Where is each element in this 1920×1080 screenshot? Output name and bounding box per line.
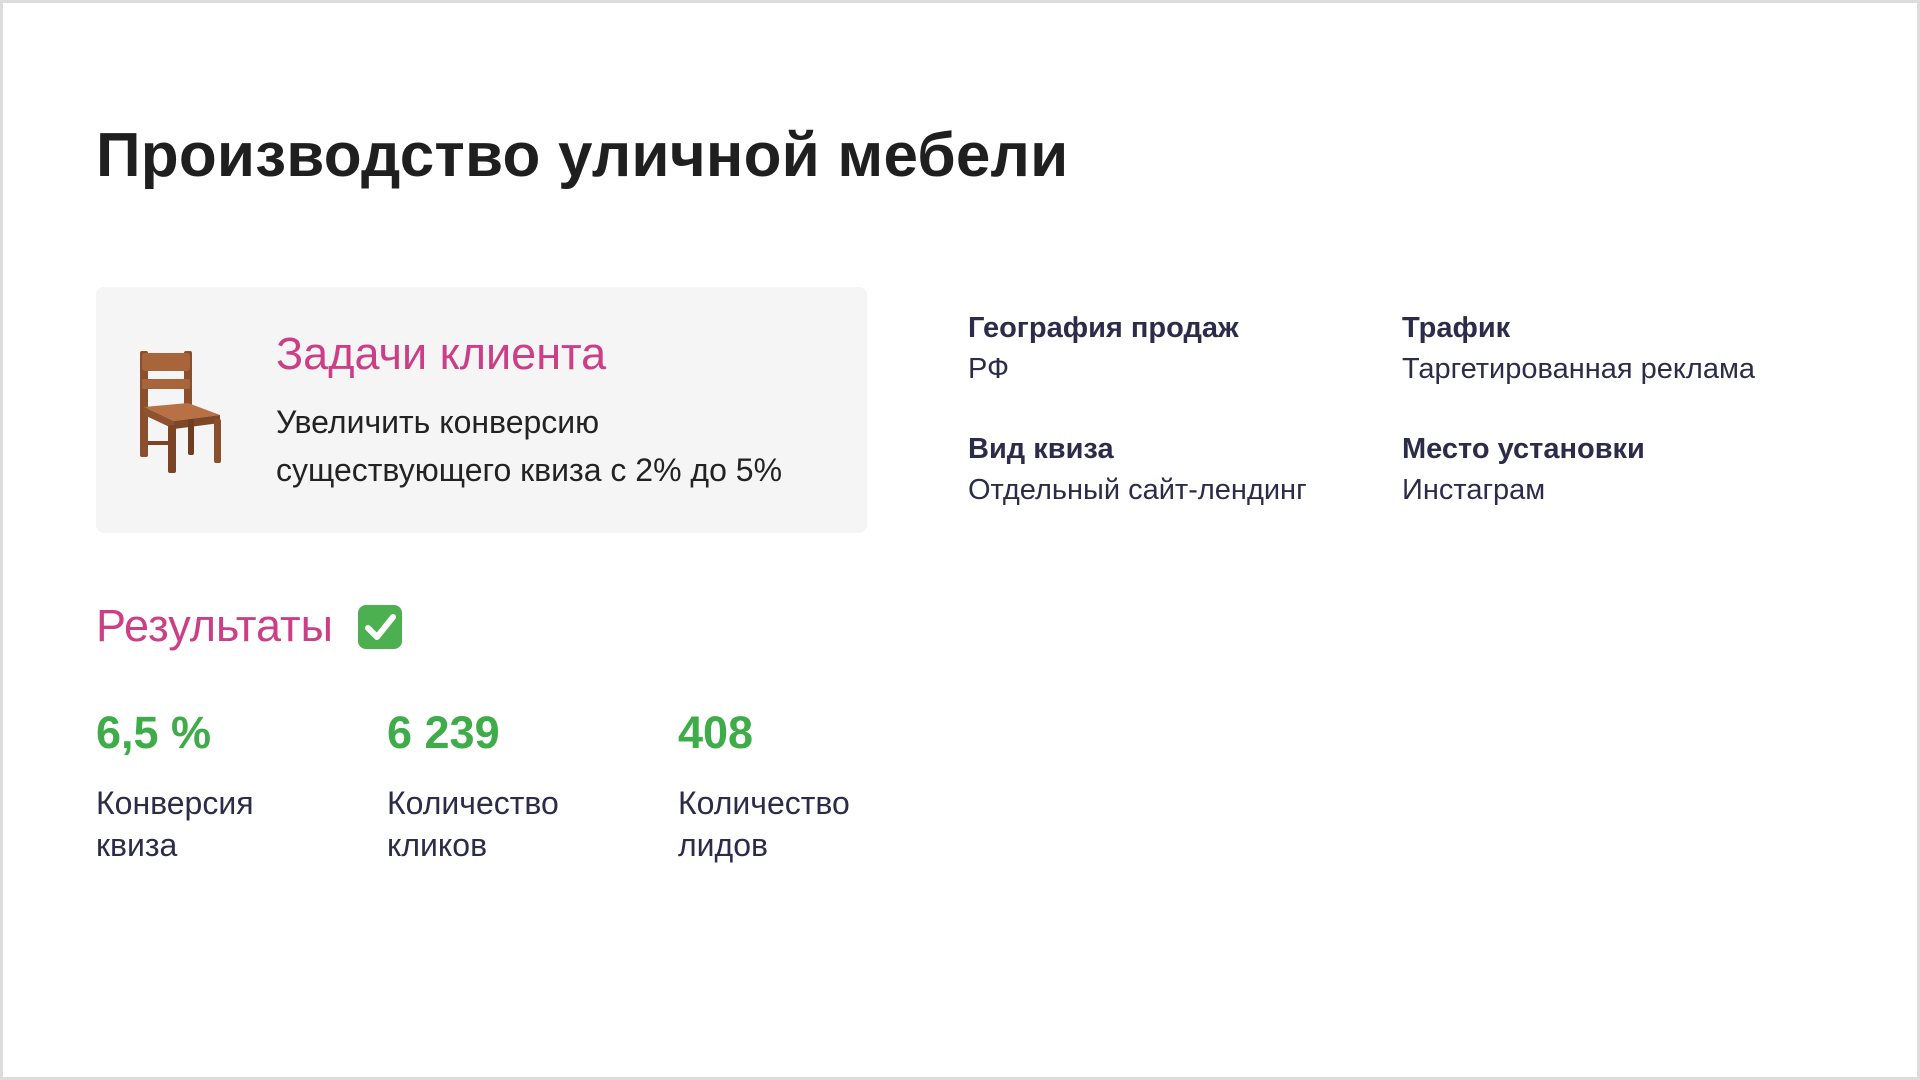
check-mark-icon xyxy=(358,605,402,649)
geography-value: РФ xyxy=(968,353,1010,385)
placement-value: Инстаграм xyxy=(1402,474,1546,506)
client-tasks-heading: Задачи клиента xyxy=(276,328,607,379)
metric-leads-label: Количество лидов xyxy=(678,782,850,866)
metric-leads-label-line-1: Количество xyxy=(678,785,850,821)
geography-label: География продаж xyxy=(968,312,1239,344)
metric-clicks-value: 6 239 xyxy=(387,707,500,758)
traffic-label: Трафик xyxy=(1402,312,1511,344)
metric-clicks-label: Количество кликов xyxy=(387,782,559,866)
quiz-type-label: Вид квиза xyxy=(968,433,1114,465)
client-tasks-text: Увеличить конверсию существующего квиза … xyxy=(276,398,782,494)
results-heading: Результаты xyxy=(96,600,333,651)
page-title: Производство уличной мебели xyxy=(96,121,1069,190)
metric-leads-label-line-2: лидов xyxy=(678,827,769,863)
metric-conversion-label-line-1: Конверсия xyxy=(96,785,254,821)
metric-conversion-label-line-2: квиза xyxy=(96,827,178,863)
client-tasks-card xyxy=(96,287,867,533)
chair-icon xyxy=(140,351,221,473)
metric-clicks-label-line-2: кликов xyxy=(387,827,488,863)
metric-leads-value: 408 xyxy=(678,707,754,758)
client-tasks-line-2: существующего квиза с 2% до 5% xyxy=(276,452,783,488)
metric-clicks-label-line-1: Количество xyxy=(387,785,559,821)
traffic-value: Таргетированная реклама xyxy=(1402,353,1756,385)
client-tasks-line-1: Увеличить конверсию xyxy=(276,404,600,440)
quiz-type-value: Отдельный сайт-лендинг xyxy=(968,474,1307,506)
metric-conversion-value: 6,5 % xyxy=(96,707,212,758)
metric-conversion-label: Конверсия квиза xyxy=(96,782,254,866)
placement-label: Место установки xyxy=(1402,433,1645,465)
